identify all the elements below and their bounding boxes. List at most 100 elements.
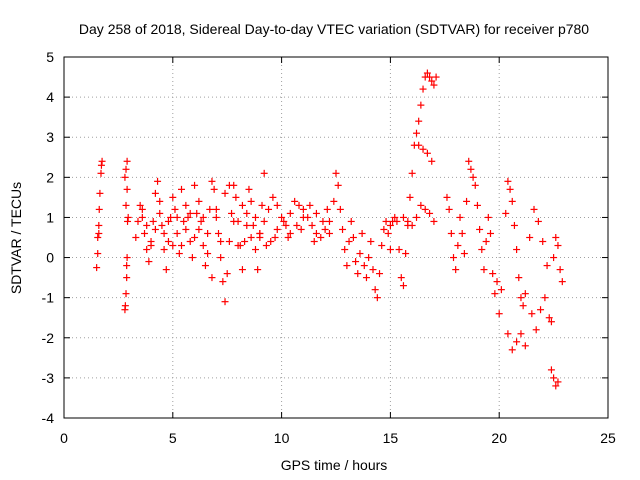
- data-point: [286, 229, 294, 237]
- data-point: [121, 302, 129, 310]
- data-point: [273, 201, 281, 209]
- x-tick-label: 25: [600, 430, 616, 446]
- data-point: [445, 205, 453, 213]
- data-point: [417, 201, 425, 209]
- data-point: [426, 73, 434, 81]
- data-point: [482, 238, 490, 246]
- data-point: [504, 330, 512, 338]
- data-point: [160, 229, 168, 237]
- data-point: [214, 229, 222, 237]
- data-point: [489, 270, 497, 278]
- data-point: [195, 225, 203, 233]
- data-point: [151, 225, 159, 233]
- data-point: [495, 310, 503, 318]
- data-point: [180, 217, 188, 225]
- data-point: [122, 201, 130, 209]
- data-point: [469, 173, 477, 181]
- data-point: [325, 229, 333, 237]
- data-point: [173, 229, 181, 237]
- data-point: [94, 234, 102, 241]
- data-point: [212, 213, 220, 221]
- data-point: [362, 274, 370, 282]
- data-point: [545, 314, 553, 322]
- data-point: [336, 205, 344, 213]
- data-point: [262, 242, 270, 250]
- y-axis-label: SDTVAR / TECUs: [8, 182, 24, 294]
- data-point: [404, 217, 412, 225]
- data-point: [423, 149, 431, 157]
- data-point: [164, 217, 172, 225]
- data-point: [95, 221, 103, 229]
- data-point: [554, 378, 562, 386]
- data-point: [554, 242, 562, 250]
- data-point: [325, 217, 333, 225]
- data-point: [497, 286, 505, 294]
- data-point: [517, 330, 525, 338]
- data-point: [238, 201, 246, 209]
- data-point: [122, 165, 130, 173]
- data-point: [354, 270, 362, 278]
- data-point: [95, 205, 103, 213]
- data-point: [458, 229, 466, 237]
- data-point: [543, 262, 551, 270]
- data-point: [291, 197, 299, 205]
- x-tick-label: 10: [274, 430, 290, 446]
- data-point: [419, 85, 427, 93]
- data-point: [443, 193, 451, 201]
- data-point: [510, 221, 518, 229]
- data-point: [521, 342, 529, 350]
- data-point: [386, 221, 394, 229]
- data-point: [534, 217, 542, 225]
- data-point: [138, 205, 146, 213]
- data-point: [550, 254, 558, 262]
- data-point: [423, 69, 431, 77]
- data-point: [204, 250, 212, 258]
- data-point: [528, 310, 536, 318]
- y-tick-label: 4: [46, 89, 54, 105]
- data-point: [123, 254, 131, 262]
- data-point: [310, 238, 318, 246]
- data-point: [308, 221, 316, 229]
- data-point: [330, 197, 338, 205]
- data-point: [467, 165, 475, 173]
- data-point: [228, 209, 236, 217]
- data-point: [504, 177, 512, 185]
- y-tick-label: 5: [46, 49, 54, 65]
- data-point: [341, 246, 349, 254]
- data-point: [186, 209, 194, 217]
- data-point: [293, 221, 301, 229]
- data-point: [541, 294, 549, 302]
- data-point: [136, 201, 144, 209]
- data-point: [182, 225, 190, 233]
- data-point: [251, 246, 259, 254]
- data-point: [365, 254, 373, 262]
- data-point: [284, 234, 292, 241]
- data-point: [241, 238, 249, 246]
- x-tick-label: 5: [169, 430, 177, 446]
- data-point: [343, 262, 351, 270]
- data-point: [245, 185, 253, 193]
- data-point: [158, 221, 166, 229]
- y-tick-label: -4: [42, 410, 55, 426]
- data-point: [243, 221, 251, 229]
- data-point: [210, 185, 218, 193]
- data-point: [369, 266, 377, 274]
- data-point: [154, 177, 162, 185]
- data-point: [167, 213, 175, 221]
- data-point: [132, 234, 140, 241]
- data-point: [413, 129, 421, 137]
- data-point: [297, 225, 305, 233]
- data-point: [123, 274, 131, 282]
- y-tick-label: 0: [46, 250, 54, 266]
- data-point: [147, 242, 155, 250]
- data-point: [299, 213, 307, 221]
- data-point: [513, 246, 521, 254]
- y-tick-label: -3: [42, 370, 55, 386]
- data-point: [138, 213, 146, 221]
- data-point: [243, 209, 251, 217]
- data-point: [234, 242, 242, 250]
- data-point: [225, 181, 233, 189]
- data-point: [191, 234, 199, 241]
- data-point: [460, 250, 468, 258]
- data-point: [221, 298, 229, 306]
